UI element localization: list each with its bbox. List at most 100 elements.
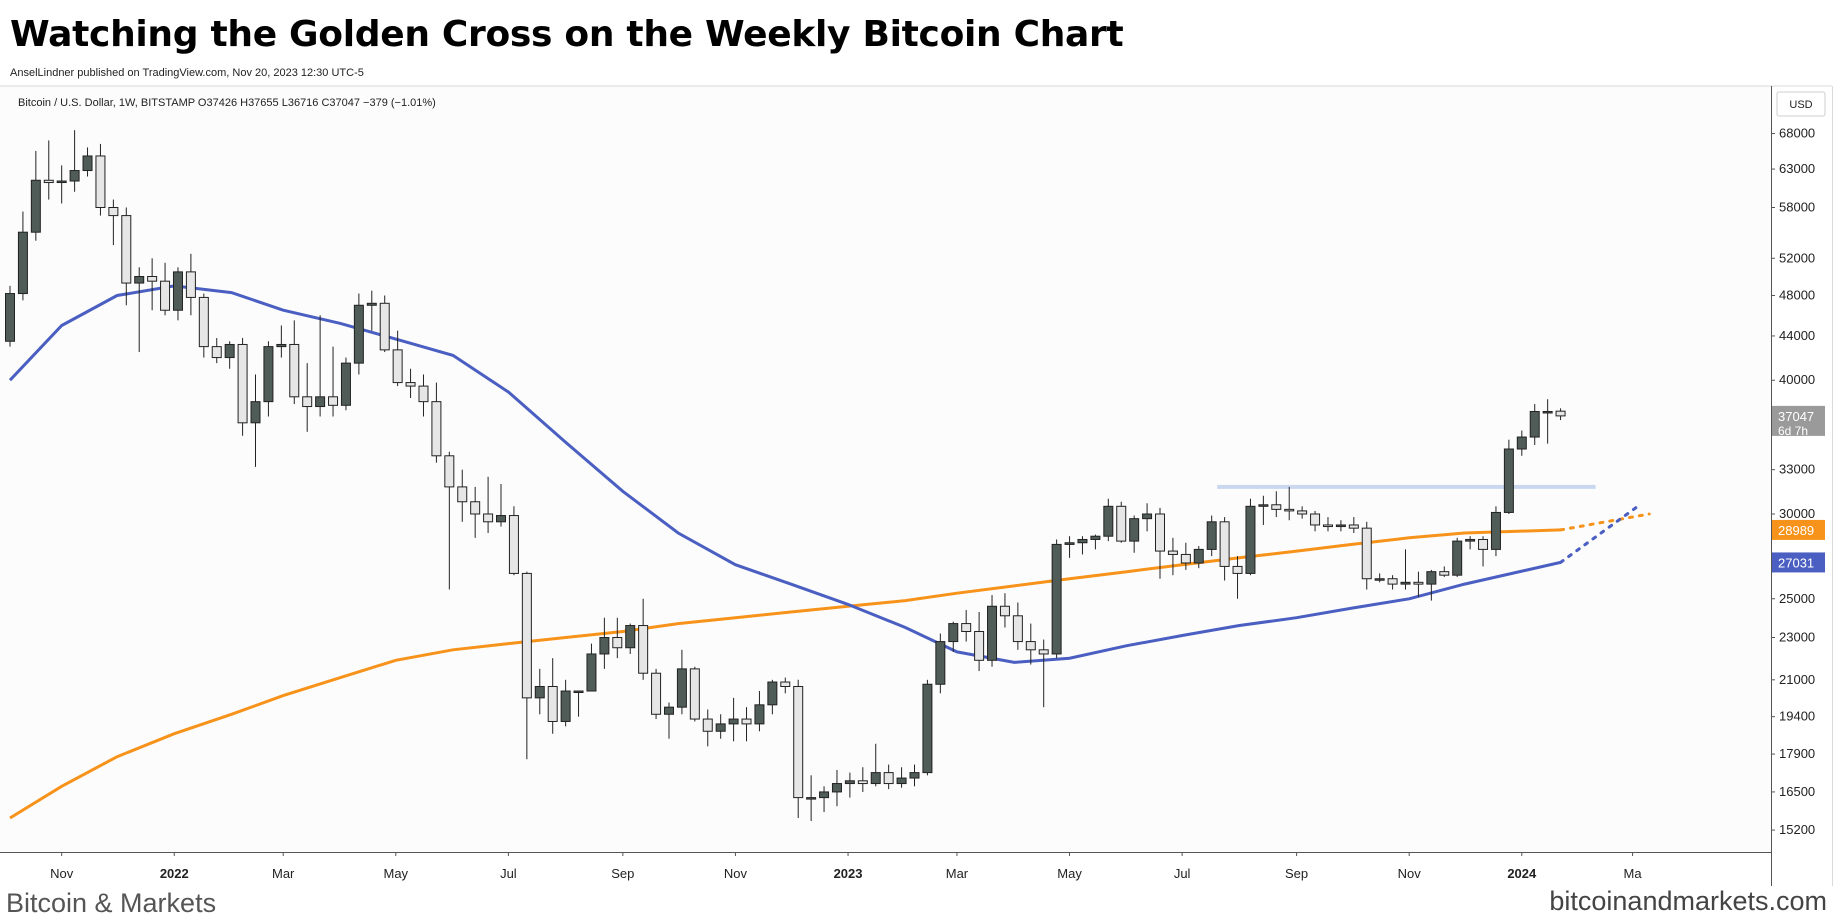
- candle[interactable]: [676, 649, 687, 715]
- candle[interactable]: [470, 486, 481, 538]
- candle[interactable]: [1206, 515, 1217, 557]
- candle[interactable]: [108, 199, 119, 246]
- candle[interactable]: [1129, 515, 1140, 553]
- candle[interactable]: [599, 617, 610, 669]
- candle[interactable]: [353, 293, 364, 375]
- candle[interactable]: [302, 363, 313, 432]
- candle[interactable]: [974, 611, 985, 672]
- price-axis-pane[interactable]: [1771, 86, 1832, 886]
- candle[interactable]: [185, 253, 196, 316]
- candle[interactable]: [1529, 404, 1540, 445]
- candle[interactable]: [909, 764, 920, 787]
- candle[interactable]: [870, 743, 881, 787]
- candle[interactable]: [728, 697, 739, 742]
- candle[interactable]: [689, 666, 700, 722]
- candle[interactable]: [651, 668, 662, 720]
- candle[interactable]: [1284, 486, 1295, 521]
- candle[interactable]: [806, 775, 817, 821]
- candle[interactable]: [276, 325, 287, 358]
- candle[interactable]: [857, 767, 868, 792]
- candle[interactable]: [1142, 503, 1153, 532]
- candle[interactable]: [1516, 430, 1527, 456]
- candle[interactable]: [1490, 506, 1501, 557]
- candle[interactable]: [1180, 542, 1191, 570]
- candle[interactable]: [715, 714, 726, 739]
- candle[interactable]: [250, 374, 261, 467]
- candle[interactable]: [1051, 539, 1062, 659]
- candle[interactable]: [1103, 498, 1114, 542]
- candle[interactable]: [896, 767, 907, 788]
- candle[interactable]: [1258, 495, 1269, 525]
- candle[interactable]: [5, 285, 15, 347]
- candle[interactable]: [82, 147, 93, 177]
- candle[interactable]: [987, 595, 998, 667]
- candle[interactable]: [560, 679, 571, 727]
- candle[interactable]: [1167, 537, 1178, 576]
- candle[interactable]: [573, 690, 584, 717]
- candle[interactable]: [418, 374, 429, 417]
- candle[interactable]: [56, 165, 67, 204]
- candle[interactable]: [612, 617, 623, 659]
- candle[interactable]: [534, 668, 545, 715]
- candle[interactable]: [754, 691, 765, 732]
- candle[interactable]: [1271, 491, 1282, 518]
- candle[interactable]: [999, 593, 1010, 628]
- candle[interactable]: [702, 709, 713, 747]
- candle[interactable]: [1193, 546, 1204, 569]
- candle[interactable]: [1503, 439, 1514, 514]
- candle[interactable]: [263, 341, 274, 417]
- candle[interactable]: [1310, 510, 1321, 532]
- candle[interactable]: [1090, 534, 1101, 550]
- candle[interactable]: [767, 679, 778, 715]
- candle[interactable]: [1335, 520, 1346, 532]
- candle[interactable]: [444, 451, 455, 590]
- candle[interactable]: [237, 338, 248, 436]
- candle[interactable]: [1297, 506, 1308, 519]
- candle[interactable]: [1232, 556, 1243, 599]
- candle[interactable]: [741, 707, 752, 742]
- candle[interactable]: [1361, 521, 1372, 590]
- candle[interactable]: [1413, 571, 1424, 597]
- candle[interactable]: [1555, 408, 1566, 421]
- candle[interactable]: [1374, 573, 1385, 583]
- candle[interactable]: [1426, 569, 1437, 601]
- candle[interactable]: [780, 677, 791, 694]
- candle[interactable]: [547, 658, 558, 734]
- candle[interactable]: [134, 267, 145, 353]
- candle[interactable]: [328, 346, 339, 417]
- candle[interactable]: [1478, 536, 1489, 567]
- candle[interactable]: [30, 150, 41, 241]
- currency-button[interactable]: [1776, 91, 1826, 117]
- candle[interactable]: [1400, 549, 1411, 590]
- candle[interactable]: [379, 295, 390, 353]
- candle[interactable]: [198, 293, 209, 358]
- candle[interactable]: [392, 330, 403, 387]
- candle[interactable]: [1155, 507, 1166, 579]
- candle[interactable]: [496, 483, 507, 527]
- candle[interactable]: [1439, 566, 1450, 577]
- candle[interactable]: [1077, 536, 1088, 555]
- candle[interactable]: [69, 130, 80, 192]
- candle[interactable]: [483, 476, 494, 533]
- candle[interactable]: [1452, 537, 1463, 577]
- candle[interactable]: [922, 679, 933, 776]
- candle[interactable]: [638, 598, 649, 680]
- candle[interactable]: [1064, 536, 1075, 558]
- candle[interactable]: [289, 320, 300, 405]
- candle[interactable]: [521, 571, 532, 760]
- candle[interactable]: [457, 469, 468, 522]
- candle[interactable]: [883, 764, 894, 790]
- candle[interactable]: [405, 368, 416, 399]
- candle[interactable]: [819, 786, 830, 813]
- candle[interactable]: [1245, 498, 1256, 576]
- candle[interactable]: [172, 267, 183, 321]
- candle[interactable]: [121, 207, 132, 306]
- plot-area[interactable]: [0, 86, 1771, 852]
- candle[interactable]: [625, 623, 636, 654]
- candle[interactable]: [1542, 399, 1553, 444]
- candle[interactable]: [211, 338, 222, 364]
- candle[interactable]: [1038, 639, 1049, 708]
- candle[interactable]: [315, 315, 326, 417]
- candle[interactable]: [961, 610, 972, 642]
- candle[interactable]: [340, 357, 351, 411]
